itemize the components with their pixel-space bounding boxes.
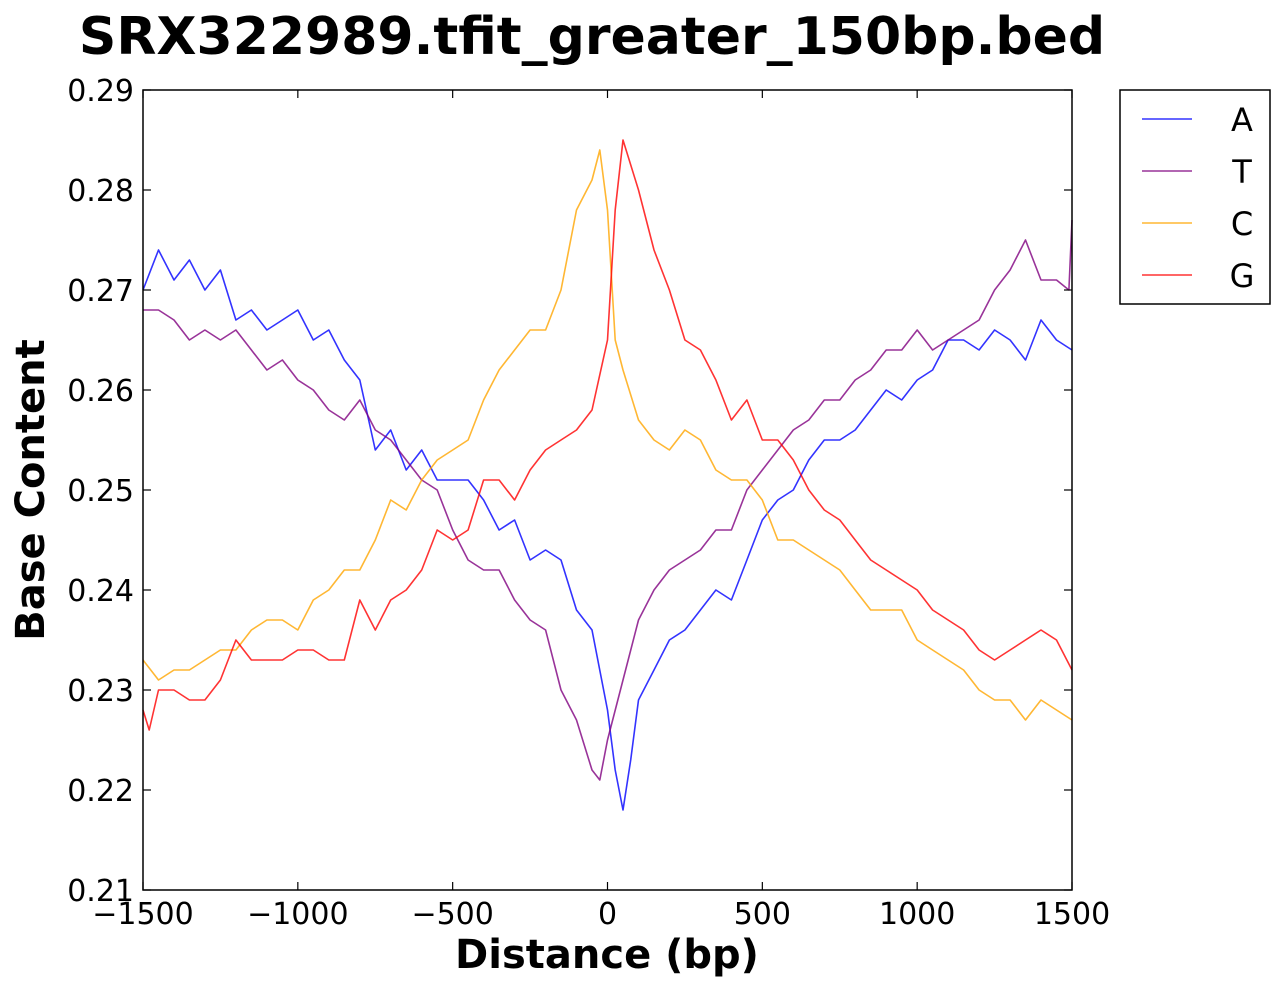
x-axis-label: Distance (bp) [455, 932, 759, 978]
legend-label-G: G [1230, 257, 1255, 295]
legend-label-C: C [1231, 205, 1253, 243]
y-tick-label: 0.22 [67, 774, 134, 809]
x-tick-label: 1000 [879, 897, 955, 932]
y-tick-label: 0.24 [67, 574, 134, 609]
series-line-T [143, 219, 1073, 781]
legend-label-A: A [1231, 101, 1253, 139]
y-tick-label: 0.28 [67, 174, 134, 209]
x-tick-label: 500 [734, 897, 791, 932]
legend-box [1119, 89, 1271, 305]
y-tick-label: 0.25 [67, 474, 134, 509]
chart-title: SRX322989.tfit_greater_150bp.bed [79, 7, 1105, 67]
y-tick-label: 0.29 [67, 74, 134, 109]
legend-label-T: T [1231, 153, 1252, 191]
series-line-C [142, 149, 1073, 721]
y-tick-label: 0.27 [67, 274, 134, 309]
y-axis-label: Base Content [8, 339, 54, 641]
x-tick-label: 0 [598, 897, 617, 932]
series-line-A [142, 249, 1073, 811]
x-axis-ticks: −1500 −1000 −500 0 500 1000 1500 [92, 90, 1110, 932]
x-tick-label: −500 [411, 897, 493, 932]
y-axis-ticks: 0.21 0.22 0.23 0.24 0.25 0.26 0.27 0.28 0.29 [67, 74, 1072, 909]
y-tick-label: 0.23 [67, 674, 134, 709]
x-tick-label: 1500 [1034, 897, 1110, 932]
x-tick-label: −1500 [92, 897, 193, 932]
series-line-G [142, 139, 1073, 731]
y-tick-label: 0.26 [67, 374, 134, 409]
y-tick-label: 0.21 [67, 874, 134, 909]
series-lines [142, 139, 1073, 811]
x-tick-label: −1000 [247, 897, 348, 932]
